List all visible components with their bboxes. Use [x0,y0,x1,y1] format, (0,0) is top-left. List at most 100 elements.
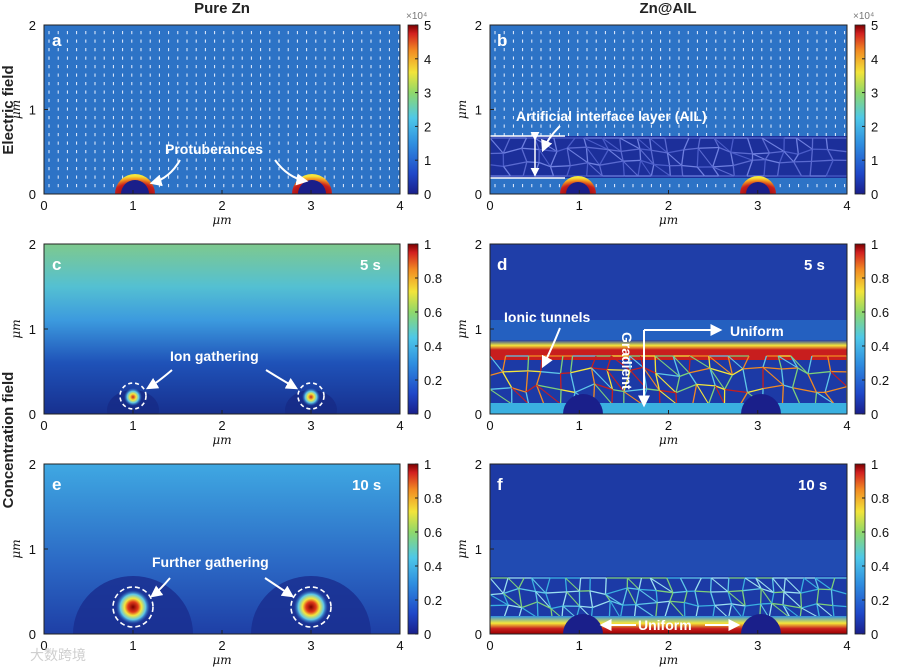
tunnel-segment [583,137,588,148]
x-tick-label: 2 [218,638,225,653]
tunnel-segment [708,355,733,376]
tunnel-segment [531,577,547,594]
tunnel-segment [620,151,624,162]
tunnel-segment [538,161,551,168]
tunnel-segment [628,355,631,371]
panel-a-colorbar [407,24,419,195]
x-tick-label: 4 [396,198,403,213]
colorbar-tick-label: 0.8 [424,491,442,506]
arrow-protuberance-left [149,159,181,187]
tunnel-segment [675,376,681,393]
panel-f-ionic-tunnels [490,577,847,619]
tunnel-segment [781,367,798,370]
panel-e-circle-1 [112,586,154,628]
tunnel-segment [650,164,655,177]
tunnel-segment [656,589,674,594]
tunnel-segment [649,137,652,151]
tunnel-segment [560,372,571,375]
tunnel-segment [709,368,716,387]
colorbar-tick-label: 1 [424,153,431,168]
colorbar-tick-label: 3 [424,86,431,101]
tunnel-segment [696,166,706,177]
tunnel-segment [566,591,580,607]
tunnel-segment [578,577,582,592]
tunnel-segment [627,587,640,591]
panel-a-field-vectors [48,31,400,188]
colorbar-tick-label: 0 [871,187,878,202]
colorbar-tick-label: 0.6 [424,525,442,540]
arrow-further-left [150,577,171,598]
tunnel-segment [503,161,527,168]
arrow-ionic-tunnels [541,327,561,369]
tunnel-segment [538,149,551,167]
tunnel-segment [824,371,832,393]
tunnel-segment [602,137,622,152]
tunnel-segment [727,577,730,592]
colorbar-tick-label: 0.6 [871,525,889,540]
tunnel-segment [629,355,644,368]
y-axis-label: μm [9,100,23,119]
tunnel-segment [782,604,802,609]
tunnel-segment [795,137,800,155]
tunnel-segment [669,600,686,619]
tunnel-segment [566,137,576,149]
tunnel-segment [502,371,513,389]
y-tick-label: 1 [29,322,36,337]
tunnel-segment [609,600,621,619]
annotation-uniform-d: Uniform [730,323,784,339]
x-tick-label: 3 [307,418,314,433]
tunnel-segment [619,137,641,150]
x-tick-label: 0 [486,638,493,653]
tunnel-segment [604,577,607,595]
tunnel-segment [635,589,640,605]
tunnel-segment [490,355,504,373]
tunnel-segment [594,383,613,405]
x-axis-label: μm [659,433,678,447]
tunnel-segment [567,146,587,149]
x-tick-label: 0 [40,418,47,433]
tunnel-segment [663,601,671,619]
tunnel-segment [527,370,541,373]
tunnel-segment [534,591,538,603]
tunnel-segment [809,161,813,177]
panel-a: a Protuberances [44,25,400,194]
tunnel-segment [535,371,542,386]
y-tick-label: 2 [29,457,36,472]
tunnel-segment [689,355,711,369]
tunnel-segment [780,368,785,386]
tunnel-segment [742,587,762,592]
tunnel-segment [778,151,785,164]
watermark: 大数跨境 [30,648,86,664]
tunnel-segment [655,372,677,394]
tunnel-segment [825,159,834,177]
tunnel-segment [590,355,597,369]
tunnel-segment [490,387,512,390]
colorbar-tick-label: 0.4 [424,339,442,354]
tunnel-segment [640,159,654,166]
tunnel-segment [684,601,699,607]
tunnel-segment [807,373,818,393]
panel-c-hotspot-2 [302,388,320,406]
colorbar-tick-label: 4 [424,52,431,67]
tunnel-segment [760,602,772,605]
y-tick-label: 2 [29,237,36,252]
x-tick-label: 2 [665,418,672,433]
tunnel-segment [698,146,720,149]
tunnel-segment [694,577,702,592]
panel-e-circle-2 [290,586,332,628]
panel-c-colorbar [407,243,419,415]
y-axis-label: μm [455,319,469,338]
tunnel-segment [501,355,507,373]
colorbar-tick-label: 2 [424,119,431,134]
x-tick-label: 0 [486,418,493,433]
tunnel-segment [565,577,580,592]
tunnel-segment [793,153,799,163]
tunnel-segment [763,159,766,177]
tunnel-segment [502,370,528,373]
tunnel-segment [518,577,525,589]
tunnel-segment [771,577,775,593]
colorbar-exponent: ×10⁴ [406,11,427,22]
colorbar-tick-label: 3 [871,86,878,101]
arrow-ion-left [145,369,173,390]
